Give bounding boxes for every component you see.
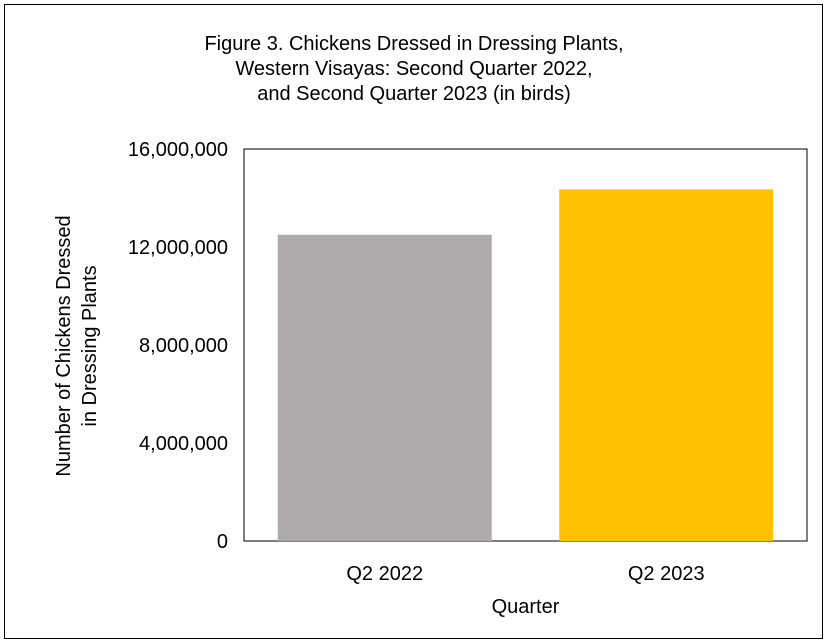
bar-series: [277, 189, 774, 542]
y-tick-label: 4,000,000: [139, 433, 228, 455]
y-tick-label: 0: [217, 531, 228, 553]
plot-area: [243, 148, 808, 542]
chart-title: Figure 3. Chickens Dressed in Dressing P…: [0, 32, 828, 107]
x-axis: Q2 2022 Q2 2023: [346, 563, 704, 585]
y-tick-label: 12,000,000: [128, 237, 228, 259]
y-axis-label-line-2: in Dressing Plants: [79, 265, 101, 426]
chart-title-line-3: and Second Quarter 2023 (in birds): [257, 83, 571, 105]
bar-q2-2022: [277, 234, 492, 541]
x-tick-label: Q2 2022: [346, 563, 423, 585]
y-axis-label-line-1: Number of Chickens Dressed: [53, 215, 75, 476]
y-tick-label: 8,000,000: [139, 335, 228, 357]
y-tick-label: 16,000,000: [128, 139, 228, 161]
x-tick-label: Q2 2023: [628, 563, 705, 585]
y-axis: 0 4,000,000 8,000,000 12,000,000 16,000,000: [128, 139, 228, 553]
chart-title-line-1: Figure 3. Chickens Dressed in Dressing P…: [204, 33, 624, 55]
bar-q2-2023: [559, 189, 774, 542]
chart-title-line-2: Western Visayas: Second Quarter 2022,: [235, 58, 593, 80]
x-axis-label: Quarter: [492, 596, 560, 618]
